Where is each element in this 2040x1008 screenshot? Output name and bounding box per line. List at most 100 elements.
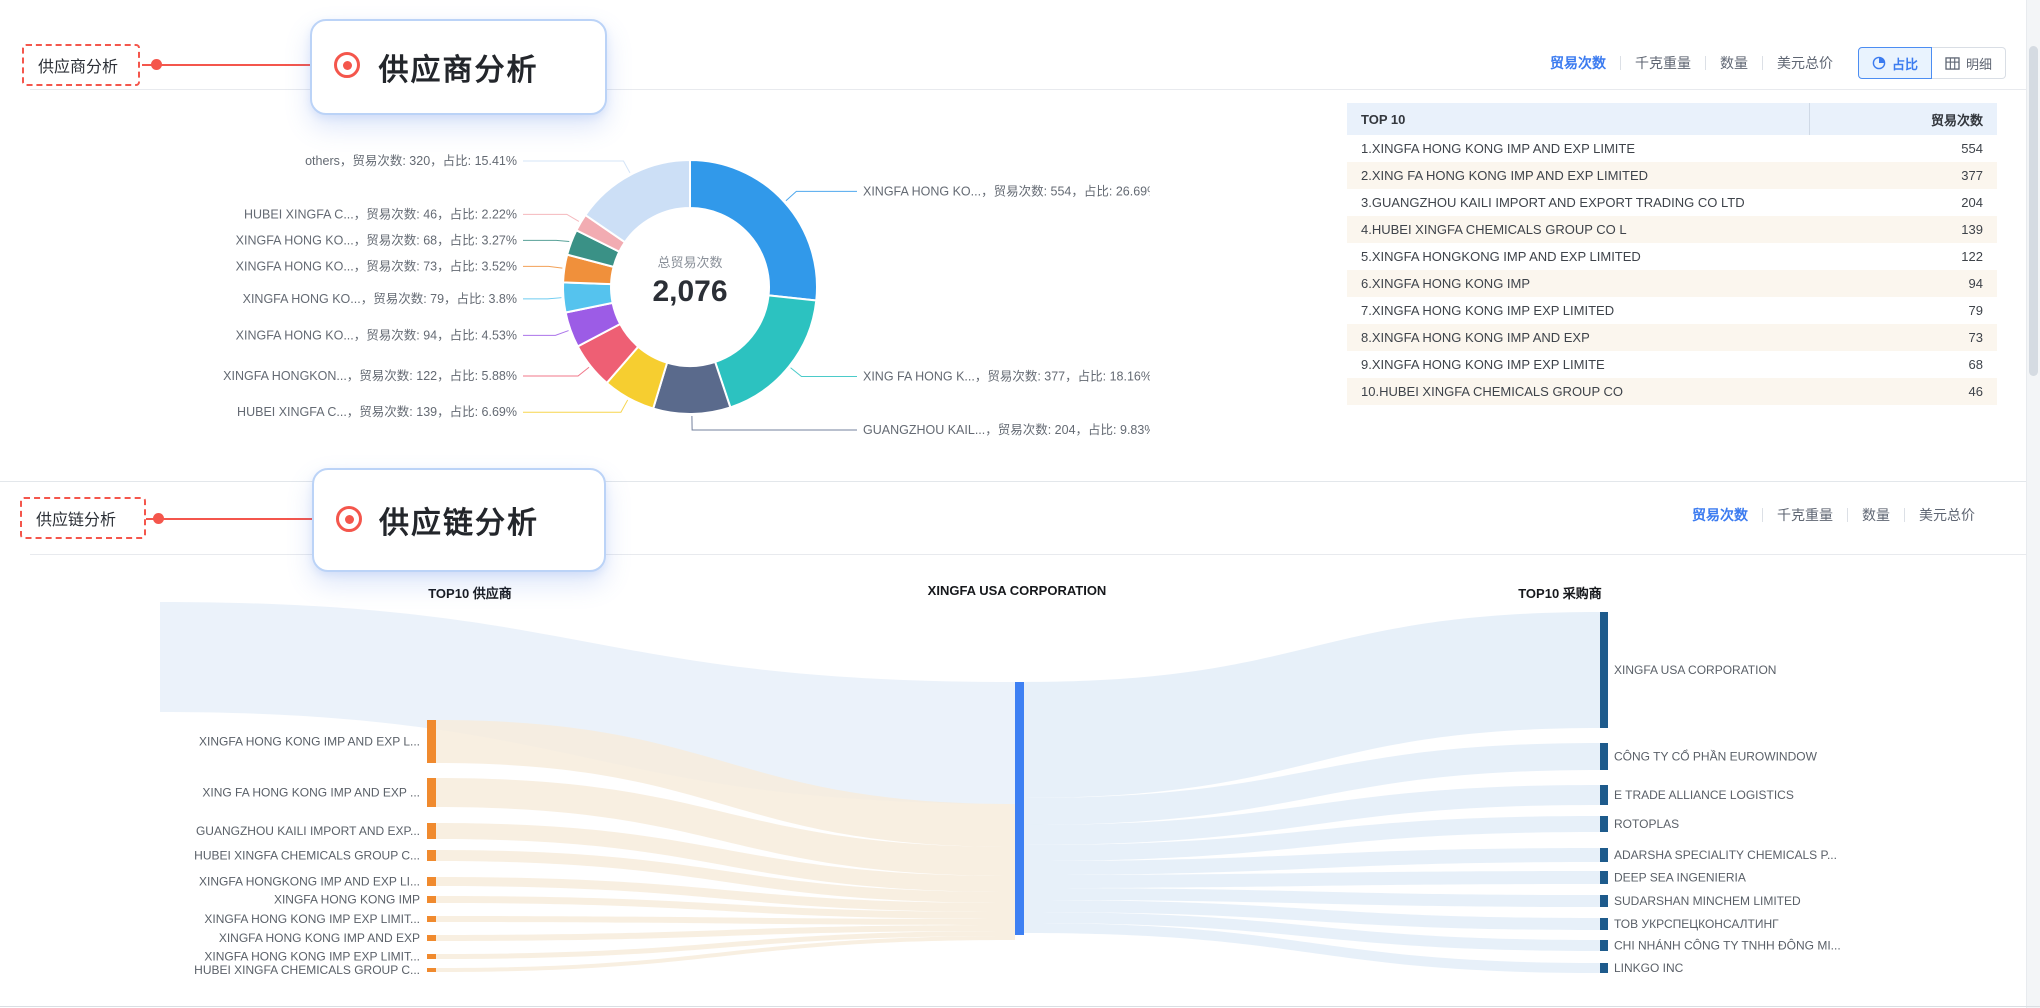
sankey-label-buyer-0: XINGFA USA CORPORATION — [1614, 663, 1776, 677]
tab-kg-weight[interactable]: 千克重量 — [1777, 507, 1833, 523]
sankey-flow-out-7 — [1024, 900, 1600, 930]
label-leader-line — [523, 297, 562, 300]
sankey-node-buyer-5[interactable] — [1600, 871, 1608, 884]
sankey-node-supplier-0[interactable] — [427, 720, 436, 763]
sankey-node-center[interactable] — [1015, 682, 1024, 935]
page-scrollbar-track[interactable] — [2026, 0, 2040, 1008]
table-cell: 1.XINGFA HONG KONG IMP AND EXP LIMITE — [1361, 141, 1636, 156]
donut-slice-label: XINGFA HONG KO...，贸易次数: 73，占比: 3.52% — [236, 258, 517, 273]
sankey-column-header-suppliers: TOP10 供应商 — [428, 586, 512, 601]
table-cell: 10.HUBEI XINGFA CHEMICALS GROUP CO — [1347, 378, 1810, 405]
supply-chain-metric-tabs: 贸易次数 千克重量 数量 美元总价 — [1678, 500, 1989, 530]
sankey-flow-out-1 — [1024, 743, 1600, 825]
sankey-node-buyer-6[interactable] — [1600, 895, 1608, 907]
donut-slice-label: XINGFA HONG KO...，贸易次数: 68，占比: 3.27% — [236, 232, 517, 247]
supply-chain-sankey-chart[interactable]: XINGFA HONG KONG IMP AND EXP L... XING FA… — [0, 560, 2040, 1008]
table-cell: 2.XING FA HONG KONG IMP AND EXP LIMITED — [1347, 162, 1810, 189]
share-view-button[interactable]: 占比 — [1858, 47, 1933, 79]
supply-chain-analysis-tag: 供应链分析 — [20, 497, 146, 539]
sankey-node-supplier-4[interactable] — [427, 877, 436, 886]
sankey-node-supplier-8[interactable] — [427, 954, 436, 959]
tab-trade-count[interactable]: 贸易次数 — [1550, 55, 1606, 71]
donut-slice-label: GUANGZHOU KAIL...，贸易次数: 204，占比: 9.83% — [863, 422, 1150, 437]
sankey-label-buyer-3: ROTOPLAS — [1614, 817, 1679, 831]
sankey-flow-others-in — [160, 602, 1015, 804]
sankey-label-supplier-0: XINGFA HONG KONG IMP AND EXP L... — [199, 735, 420, 749]
table-cell: 139 — [1809, 216, 1997, 243]
sankey-flow-out-6 — [1024, 888, 1600, 907]
table-row: 4.HUBEI XINGFA CHEMICALS GROUP CO L 139 — [1347, 216, 1997, 243]
donut-slice-1[interactable] — [713, 294, 818, 409]
sankey-node-supplier-9[interactable] — [427, 968, 436, 972]
supply-chain-analysis-tag-label: 供应链分析 — [36, 512, 117, 529]
donut-slice-0[interactable] — [689, 158, 818, 302]
tab-separator — [1904, 508, 1905, 522]
sankey-node-supplier-2[interactable] — [427, 823, 436, 839]
supplier-analysis-tag: 供应商分析 — [22, 44, 140, 86]
sankey-label-supplier-3: HUBEI XINGFA CHEMICALS GROUP C... — [194, 849, 420, 863]
sankey-node-supplier-1[interactable] — [427, 778, 436, 807]
table-cell: 122 — [1961, 249, 1983, 264]
sankey-node-buyer-3[interactable] — [1600, 816, 1608, 832]
table-cell: 5.XINGFA HONGKONG IMP AND EXP LIMITED — [1361, 249, 1641, 264]
sankey-flow-out-8 — [1024, 912, 1600, 951]
sankey-node-buyer-4[interactable] — [1600, 848, 1608, 862]
sankey-node-buyer-7[interactable] — [1600, 918, 1608, 930]
sankey-node-buyer-1[interactable] — [1600, 743, 1608, 770]
label-leader-line — [523, 366, 590, 377]
sankey-node-buyer-9[interactable] — [1600, 963, 1608, 973]
sankey-label-buyer-6: SUDARSHAN MINCHEM LIMITED — [1614, 894, 1801, 908]
sankey-node-supplier-3[interactable] — [427, 850, 436, 861]
sankey-flow-in-9 — [436, 936, 1015, 972]
sankey-node-buyer-0[interactable] — [1600, 612, 1608, 728]
tab-usd-total[interactable]: 美元总价 — [1919, 507, 1975, 523]
donut-slice-10[interactable] — [583, 158, 691, 244]
detail-view-button[interactable]: 明细 — [1932, 47, 2007, 79]
sankey-label-supplier-7: XINGFA HONG KONG IMP AND EXP — [219, 931, 420, 945]
supply-chain-analysis-callout-title: 供应链分析 — [379, 507, 539, 540]
table-row: 5.XINGFA HONGKONG IMP AND EXP LIMITED 122 — [1347, 243, 1997, 270]
sankey-node-supplier-7[interactable] — [427, 935, 436, 941]
table-icon — [1945, 56, 1960, 70]
page-scrollbar-thumb[interactable] — [2029, 46, 2038, 376]
supplier-analysis-callout-title: 供应商分析 — [378, 54, 539, 87]
sankey-label-supplier-4: XINGFA HONGKONG IMP AND EXP LI... — [199, 875, 420, 889]
table-cell: 79 — [1968, 303, 1983, 318]
sankey-label-buyer-5: DEEP SEA INGENIERIA — [1614, 871, 1746, 885]
tab-kg-weight[interactable]: 千克重量 — [1635, 55, 1691, 71]
annotation-connector-line — [146, 518, 348, 520]
sankey-label-supplier-1: XING FA HONG KONG IMP AND EXP ... — [202, 786, 420, 800]
table-cell: 377 — [1809, 162, 1997, 189]
donut-slice-label: XING FA HONG K...，贸易次数: 377，占比: 18.16% — [863, 369, 1150, 384]
sankey-flow-in-6 — [436, 916, 1015, 925]
tab-quantity[interactable]: 数量 — [1862, 507, 1890, 523]
label-leader-line — [523, 213, 580, 222]
view-toggle-group: 占比 明细 — [1858, 47, 2007, 79]
annotation-connector-dot — [151, 59, 162, 70]
section-divider — [0, 481, 2040, 482]
header-divider — [30, 554, 2028, 555]
table-row: 10.HUBEI XINGFA CHEMICALS GROUP CO 46 — [1347, 378, 1997, 405]
table-cell: 554 — [1961, 141, 1983, 156]
table-cell: 94 — [1809, 270, 1997, 297]
sankey-flow-in-2 — [436, 823, 1015, 892]
tab-quantity[interactable]: 数量 — [1720, 55, 1748, 71]
label-leader-line — [523, 160, 631, 174]
sankey-node-supplier-6[interactable] — [427, 916, 436, 922]
annotation-connector-line — [142, 64, 347, 66]
sankey-flow-in-4 — [436, 877, 1015, 912]
label-leader-line — [523, 265, 563, 269]
tab-usd-total[interactable]: 美元总价 — [1777, 55, 1833, 71]
sankey-node-supplier-5[interactable] — [427, 896, 436, 903]
supplier-share-donut-chart[interactable]: XINGFA HONG KO...，贸易次数: 554，占比: 26.69% XI… — [150, 95, 1150, 475]
sankey-flow-in-7 — [436, 925, 1015, 941]
table-row: 9.XINGFA HONG KONG IMP EXP LIMITE 68 — [1347, 351, 1997, 378]
sankey-node-buyer-8[interactable] — [1600, 940, 1608, 951]
tab-trade-count[interactable]: 贸易次数 — [1692, 507, 1748, 523]
sankey-node-buyer-2[interactable] — [1600, 785, 1608, 805]
header-divider — [30, 89, 2028, 90]
top10-table-header-count: 贸易次数 — [1809, 103, 1997, 135]
sankey-flow-in-3 — [436, 850, 1015, 903]
donut-slice-label: others，贸易次数: 320，占比: 15.41% — [305, 153, 517, 168]
supplier-metric-tabs: 贸易次数 千克重量 数量 美元总价 — [1536, 48, 1847, 78]
